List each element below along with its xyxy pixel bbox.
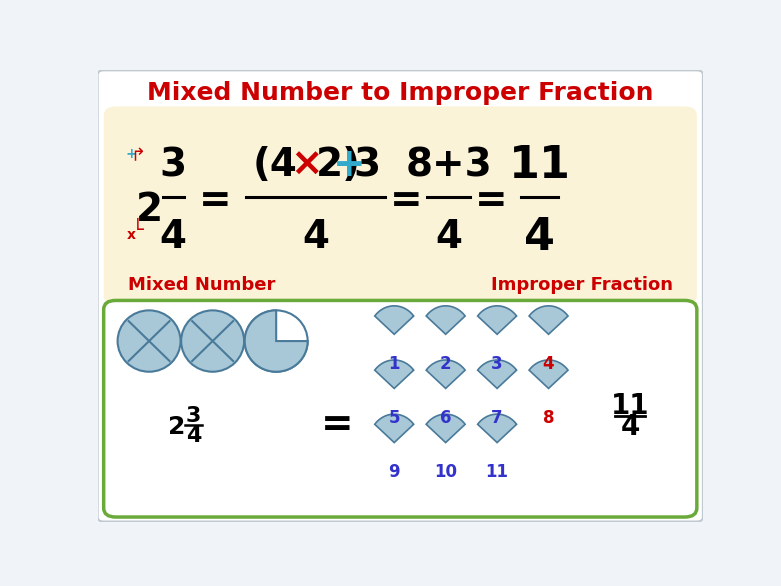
Text: 3: 3	[160, 146, 187, 184]
Polygon shape	[375, 360, 414, 389]
Text: 9: 9	[388, 463, 400, 481]
Text: 7: 7	[491, 409, 503, 427]
Text: 4: 4	[543, 355, 555, 373]
FancyBboxPatch shape	[98, 70, 703, 522]
Text: =: =	[320, 406, 353, 444]
Ellipse shape	[181, 311, 244, 372]
Text: 2: 2	[168, 415, 185, 439]
Text: +: +	[333, 146, 366, 184]
Polygon shape	[529, 306, 568, 334]
Polygon shape	[529, 360, 568, 389]
Text: 11: 11	[611, 393, 650, 421]
Text: 11: 11	[508, 144, 570, 186]
Polygon shape	[426, 414, 465, 442]
Text: Mixed Number: Mixed Number	[128, 275, 275, 294]
Text: 2: 2	[136, 191, 162, 229]
Text: =: =	[475, 182, 508, 220]
Text: 4: 4	[186, 426, 201, 446]
Text: 3: 3	[354, 146, 380, 184]
Text: +: +	[125, 147, 137, 161]
Ellipse shape	[244, 311, 308, 372]
Text: Mixed Number to Improper Fraction: Mixed Number to Improper Fraction	[147, 81, 654, 105]
FancyBboxPatch shape	[104, 107, 697, 305]
Text: ×: ×	[290, 146, 323, 184]
Text: x: x	[127, 228, 135, 242]
Polygon shape	[478, 414, 516, 442]
Text: (4: (4	[252, 146, 298, 184]
Text: 2): 2)	[316, 146, 361, 184]
Polygon shape	[426, 306, 465, 334]
Text: 4: 4	[160, 218, 187, 256]
Polygon shape	[244, 311, 308, 372]
Polygon shape	[478, 360, 516, 389]
Text: 4: 4	[302, 218, 329, 256]
Text: 4: 4	[621, 413, 640, 441]
Text: 5: 5	[388, 409, 400, 427]
Text: ↱: ↱	[130, 147, 146, 165]
FancyBboxPatch shape	[104, 301, 697, 517]
Text: 11: 11	[486, 463, 508, 481]
Text: 3: 3	[491, 355, 503, 373]
Text: 3: 3	[186, 406, 201, 425]
Text: 4: 4	[524, 216, 555, 259]
Text: 4: 4	[435, 218, 462, 256]
Polygon shape	[426, 360, 465, 389]
Text: =: =	[199, 182, 232, 220]
Polygon shape	[375, 414, 414, 442]
Text: └: └	[132, 221, 144, 240]
Ellipse shape	[118, 311, 180, 372]
Text: 1: 1	[388, 355, 400, 373]
Text: 6: 6	[440, 409, 451, 427]
Polygon shape	[478, 306, 516, 334]
Text: Improper Fraction: Improper Fraction	[490, 275, 672, 294]
Text: 8+3: 8+3	[405, 146, 492, 184]
Polygon shape	[375, 306, 414, 334]
Text: =: =	[390, 182, 423, 220]
Text: 10: 10	[434, 463, 457, 481]
Text: 2: 2	[440, 355, 451, 373]
Text: 8: 8	[543, 409, 555, 427]
